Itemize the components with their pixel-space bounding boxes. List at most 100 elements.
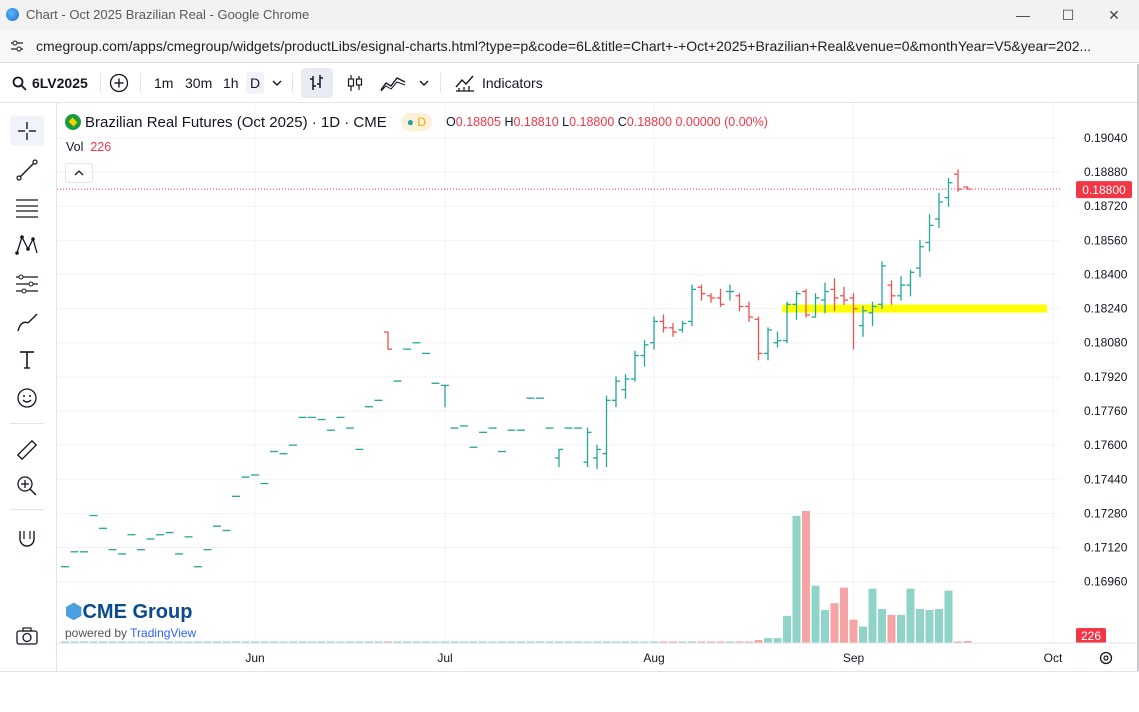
ohlc-bar [422,352,430,355]
chevron-down-icon[interactable] [419,80,429,87]
volume-bar [70,641,79,643]
brush-tool[interactable] [10,307,44,337]
maximize-icon[interactable]: ☐ [1061,7,1075,23]
ohlc-bar [137,549,145,551]
ohlc-bar [555,448,563,467]
volume-bar [669,641,677,643]
screenshot-tool[interactable] [10,621,44,651]
volume-bar [602,641,611,643]
time-tick-label: Jun [245,651,264,665]
price-tick-label: 0.16960 [1084,575,1128,589]
ruler-tool[interactable] [10,435,44,465]
volume-bar [365,641,373,643]
interval-1m[interactable]: 1m [154,75,174,91]
zoom-tool[interactable] [10,471,44,501]
volume-bar [374,641,383,643]
search-icon[interactable] [12,76,27,91]
crosshair-tool[interactable] [10,116,44,146]
volume-bar [308,641,316,643]
volume-bar [469,641,478,643]
volume-bar [906,588,915,643]
volume-bar [384,641,392,643]
last-volume-label: 226 [1081,629,1101,643]
trend-line-tool[interactable] [10,155,44,185]
magnet-tool[interactable] [10,523,44,553]
fib-tool[interactable] [10,193,44,223]
site-settings-icon[interactable] [10,39,24,53]
window-title: Chart - Oct 2025 Brazilian Real - Google… [26,7,310,22]
cme-group-wordmark: ⬢CME Group [65,601,193,623]
volume-bar [916,609,924,643]
close-icon[interactable]: ✕ [1108,7,1120,23]
ohlc-bar [944,177,953,207]
ohlc-bar [621,374,630,399]
volume-bar [146,641,155,643]
url-text[interactable]: cmegroup.com/apps/cmegroup/widgets/produ… [36,38,1092,54]
powered-by-tradingview[interactable]: powered by TradingView [65,626,197,640]
ohlc-bar [697,284,706,301]
price-tick-label: 0.17920 [1084,370,1128,384]
price-tick-label: 0.17760 [1084,404,1128,418]
globe-icon [6,8,19,21]
time-tick-label: Sep [843,651,865,665]
chevron-down-icon[interactable] [272,80,282,87]
last-price-tag [1076,181,1132,199]
ohlc-bar [251,474,259,476]
ohlc-bar [431,382,440,384]
indicators-icon[interactable] [455,74,475,92]
text-icon [20,351,34,369]
bar-chart-style-button[interactable] [301,68,333,98]
minimize-icon[interactable]: — [1016,7,1030,23]
ohlc-bar [811,293,820,318]
volume-bar [631,641,639,643]
ohlc-bar [99,527,107,529]
interval-1h[interactable]: 1h [223,75,239,91]
emoji-tool[interactable] [10,383,44,413]
ohlc-bar [830,278,839,312]
address-bar[interactable]: cmegroup.com/apps/cmegroup/widgets/produ… [0,30,1139,63]
volume-bar [745,641,753,643]
prediction-tool[interactable] [10,269,44,299]
crosshair-icon [18,122,36,140]
price-chart[interactable]: 0.19040 0.18880 0.18720 0.18560 0.18400 0.182… [57,103,1137,671]
ohlc-bar [802,288,810,318]
area-chart-icon[interactable] [380,74,406,92]
volume-bar [783,615,791,643]
symbol-search[interactable]: 6LV2025 [32,75,88,91]
trend-line-icon [16,159,38,181]
ohlc-bar [118,553,126,555]
ohlc-bar [593,444,601,470]
market-status-badge[interactable]: ● D [400,113,433,131]
indicators-button[interactable]: Indicators [482,75,543,91]
ohlc-bar [384,331,392,350]
chart-pane[interactable]: 0.19040 0.18880 0.18720 0.18560 0.18400 0.182… [57,103,1137,671]
ohlc-bar [270,450,278,453]
volume-bar [868,588,877,643]
text-tool[interactable] [10,345,44,375]
price-tick-label: 0.18560 [1084,233,1128,247]
window-border [1137,64,1139,704]
volume-bar [897,614,905,643]
price-tick-label: 0.19040 [1084,131,1128,145]
ohlc-bar [612,376,620,408]
ohlc-bar [479,431,487,433]
ohlc-bar [906,269,915,297]
ohlc-bar [393,380,402,382]
interval-d[interactable]: D [246,72,265,94]
cme-logo[interactable]: ⬢CME Group powered by TradingView [65,599,196,640]
volume-bar [336,641,345,643]
brazil-flag-icon [65,114,81,130]
magnet-icon [19,531,35,547]
compare-add-icon[interactable] [109,73,129,93]
collapse-legend-button[interactable] [65,163,93,183]
volume-bar [270,641,278,643]
pattern-tool[interactable] [10,230,44,260]
candles-icon[interactable] [346,74,364,92]
instrument-title[interactable]: Brazilian Real Futures (Oct 2025) · 1D ·… [85,113,387,131]
volume-bar [593,641,601,643]
volume-bar [859,626,867,643]
highlight-zone [782,304,1047,313]
interval-30m[interactable]: 30m [185,75,213,91]
last-volume-tag [1076,628,1106,643]
volume-bar [821,610,829,643]
